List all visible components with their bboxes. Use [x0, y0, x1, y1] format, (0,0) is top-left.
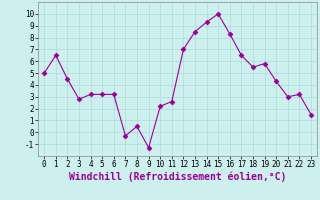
X-axis label: Windchill (Refroidissement éolien,°C): Windchill (Refroidissement éolien,°C) — [69, 172, 286, 182]
